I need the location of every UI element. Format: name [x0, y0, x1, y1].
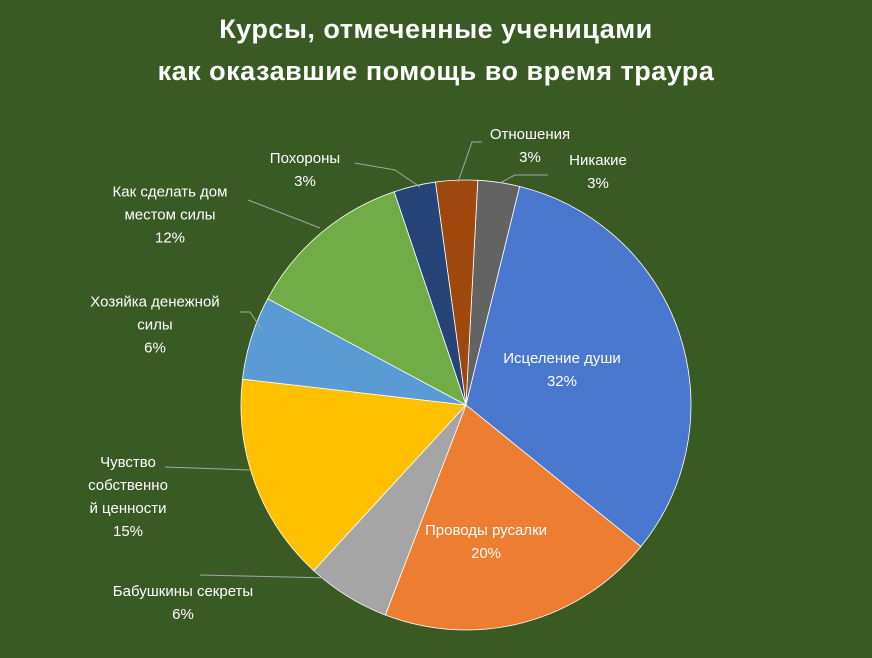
- data-label: Исцеление души 32%: [503, 347, 620, 393]
- leader-line: [240, 311, 263, 331]
- leader-line: [354, 162, 421, 188]
- pie-slice: [465, 186, 692, 548]
- category-label: Бабушкины секреты: [112, 583, 254, 600]
- pie-slice: [435, 179, 479, 406]
- value-label: 15%: [112, 523, 144, 540]
- leader-line: [164, 466, 251, 471]
- category-label: Исцеление души: [503, 350, 621, 367]
- value-label: 3%: [294, 173, 316, 190]
- pie-slice: [384, 404, 642, 631]
- leader-line: [199, 574, 346, 592]
- value-label: 6%: [144, 339, 166, 357]
- value-label: 32%: [546, 373, 578, 390]
- data-label: Бабушкины секреты 6%: [113, 580, 253, 626]
- value-label: 20%: [470, 545, 502, 562]
- category-label: Чувство собственно й ценности: [88, 454, 168, 517]
- pie-slice: [240, 378, 467, 572]
- leader-line: [457, 141, 482, 183]
- data-label: Проводы русалки 20%: [425, 519, 547, 565]
- value-label: 12%: [154, 229, 186, 247]
- value-label: 6%: [172, 606, 194, 623]
- category-label: Хозяйка денежной силы: [90, 293, 220, 334]
- category-label: Как сделать дом местом силы: [112, 183, 228, 224]
- leader-line: [499, 174, 548, 184]
- value-label: 3%: [519, 149, 541, 166]
- data-label: Никакие 3%: [569, 149, 627, 195]
- chart-title: Курсы, отмеченные ученицами как оказавши…: [157, 14, 715, 86]
- category-label: Похороны: [269, 150, 341, 167]
- data-label: Отношения 3%: [490, 123, 570, 169]
- leader-line: [247, 199, 321, 229]
- category-label: Проводы русалки: [424, 522, 548, 539]
- category-label: Никакие: [569, 152, 627, 169]
- data-label: Похороны 3%: [270, 147, 340, 193]
- category-label: Отношения: [489, 126, 571, 143]
- value-label: 3%: [587, 175, 609, 192]
- data-label: Чувство собственно й ценности 15%: [88, 451, 168, 543]
- data-label: Как сделать дом местом силы 12%: [113, 181, 228, 250]
- data-label: Хозяйка денежной силы 6%: [90, 291, 219, 360]
- pie-slice: [267, 191, 467, 406]
